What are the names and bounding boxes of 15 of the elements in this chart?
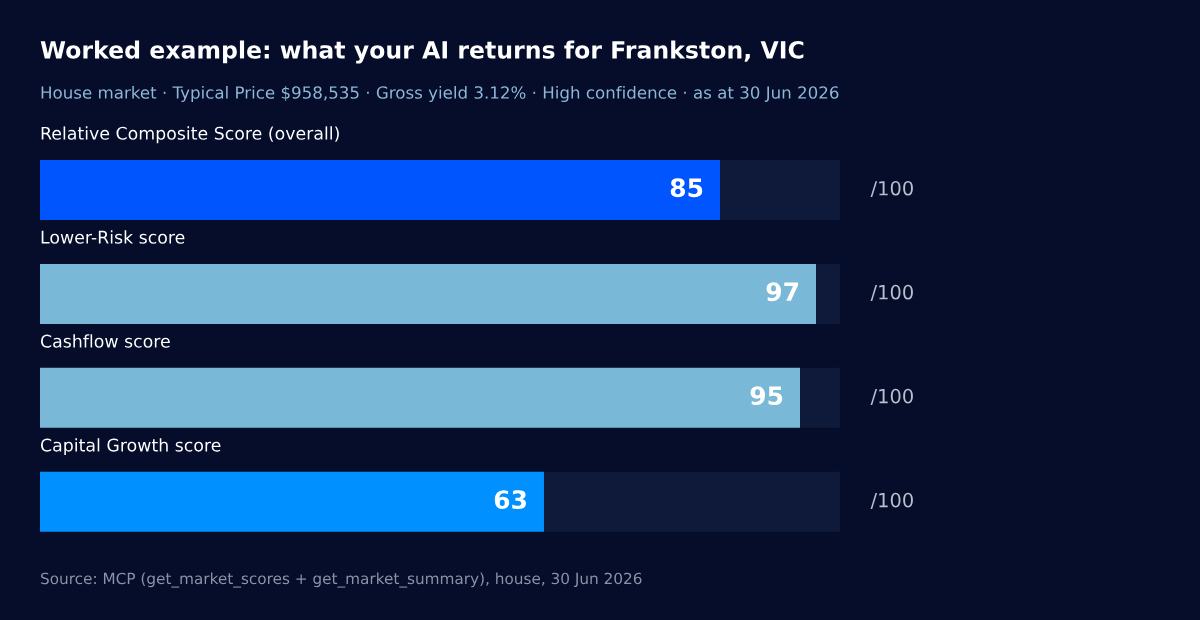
text: /100 (870, 388, 913, 406)
y-tick-label: Cashflow score (40, 334, 170, 348)
text: /100 (870, 284, 913, 302)
data-label: 63 (494, 490, 527, 510)
y-tick-label: Lower-Risk score (41, 230, 185, 244)
data-label: 85 (670, 178, 703, 198)
chart-title: Worked example: what your AI returns for Frankston, VIC (40, 40, 804, 64)
data-label: 97 (766, 282, 799, 302)
source-note: Source: MCP (get_market_scores + get_market_summary), house, 30 Jun 2026 (41, 572, 642, 588)
y-tick-label: Relative Composite Score (overall) (41, 126, 339, 144)
chart-subtitle: House market · Typical Price $958,535 · Gross yield 3.12% · High confidence · as at 30 Jun 2026 (41, 85, 839, 103)
text: /100 (870, 180, 913, 198)
data-label: 95 (750, 386, 783, 406)
y-tick-label: Capital Growth score (40, 438, 221, 456)
text: /100 (870, 492, 913, 509)
